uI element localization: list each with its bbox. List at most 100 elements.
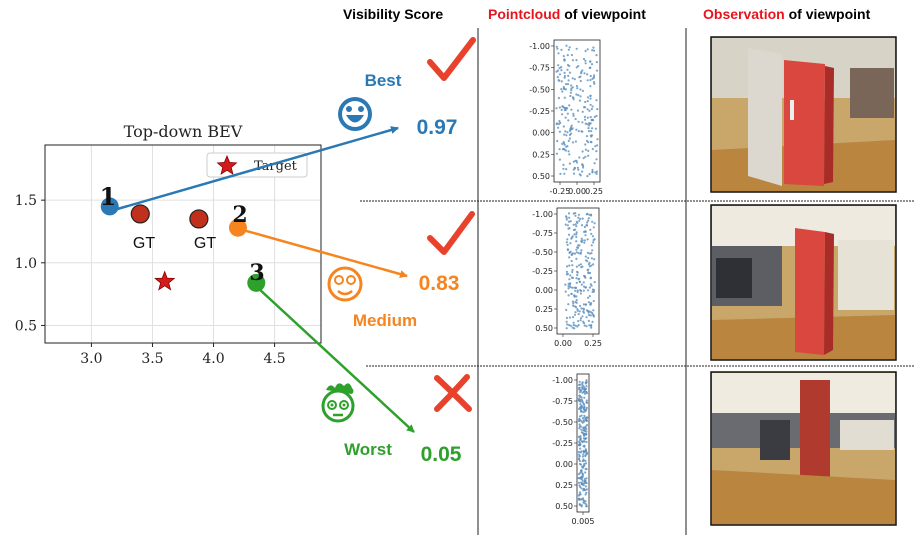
pointcloud-dot — [579, 419, 581, 421]
pointcloud-dot — [579, 423, 581, 425]
pointcloud-dot — [579, 95, 581, 97]
bev-tick-label-x: 4.5 — [263, 351, 285, 367]
pointcloud-dot — [589, 79, 591, 81]
pointcloud-dot — [569, 46, 571, 48]
pointcloud-dot — [579, 384, 581, 386]
pointcloud-dot — [594, 162, 596, 164]
pointcloud-dot — [572, 235, 574, 237]
pointcloud-dot — [593, 74, 595, 76]
pointcloud-dot — [564, 97, 566, 99]
pointcloud-dot — [587, 297, 589, 299]
pointcloud-dot — [591, 249, 593, 251]
pointcloud-dot — [574, 167, 576, 169]
pointcloud-dot — [585, 480, 587, 482]
pointcloud-dot — [582, 321, 584, 323]
pointcloud-dot — [584, 116, 586, 118]
pointcloud-dot — [581, 224, 583, 226]
pointcloud-dot — [562, 106, 564, 108]
pointcloud-dot — [578, 444, 580, 446]
pointcloud-dot — [583, 488, 585, 490]
pointcloud-dot — [568, 153, 570, 155]
pointcloud-dot — [587, 220, 589, 222]
pointcloud-dot — [583, 391, 585, 393]
pointcloud-dot — [587, 117, 589, 119]
pointcloud-dot — [575, 236, 577, 238]
pointcloud-dot — [579, 100, 581, 102]
pointcloud-dot — [581, 415, 583, 417]
pointcloud-dot — [559, 159, 561, 161]
pointcloud-dot — [585, 441, 587, 443]
pointcloud-dot — [575, 93, 577, 95]
pointcloud-dot — [567, 54, 569, 56]
pointcloud-dot — [580, 130, 582, 132]
bev-tick-label-y: 0.5 — [15, 318, 37, 334]
pointcloud-dot — [555, 107, 557, 109]
pointcloud-dot — [576, 266, 578, 268]
pointcloud-dot — [587, 271, 589, 273]
pointcloud-dot — [557, 70, 559, 72]
pointcloud-dot — [568, 227, 570, 229]
pointcloud-dot — [557, 52, 559, 54]
pointcloud-tick-label-y: -0.75 — [552, 397, 573, 406]
pointcloud-dot — [593, 300, 595, 302]
pointcloud-dot — [594, 222, 596, 224]
pointcloud-dot — [559, 73, 561, 75]
pointcloud-dot — [569, 163, 571, 165]
pointcloud-dot — [558, 97, 560, 99]
pointcloud-dot — [570, 89, 572, 91]
pointcloud-dot — [583, 404, 585, 406]
pointcloud-dot — [560, 88, 562, 90]
pointcloud-dot — [574, 314, 576, 316]
pointcloud-dot — [565, 88, 567, 90]
pointcloud-dot — [582, 388, 584, 390]
pointcloud-tick-label-y: 0.25 — [532, 150, 550, 159]
pointcloud-dot — [557, 64, 559, 66]
pointcloud-tick-label-y: 0.50 — [532, 172, 550, 181]
pointcloud-dot — [578, 473, 580, 475]
pointcloud-dot — [592, 309, 594, 311]
neutral-face-icon — [329, 268, 361, 300]
pointcloud-dot — [592, 171, 594, 173]
pointcloud-dot — [561, 143, 563, 145]
pointcloud-dot — [584, 60, 586, 62]
pointcloud-dot — [573, 295, 575, 297]
pointcloud-dot — [583, 312, 585, 314]
pointcloud-dot — [579, 460, 581, 462]
pointcloud-dot — [580, 476, 582, 478]
pointcloud-dot — [584, 143, 586, 145]
pointcloud-dot — [574, 215, 576, 217]
pointcloud-dot — [591, 108, 593, 110]
pointcloud-dot — [576, 246, 578, 248]
pointcloud-dot — [591, 221, 593, 223]
pointcloud-dot — [561, 113, 563, 115]
pointcloud-panel-best: -1.00-0.75-0.50-0.250.000.250.50-0.250.0… — [529, 40, 603, 196]
pointcloud-dot — [574, 212, 576, 214]
pointcloud-dot — [556, 140, 558, 142]
rating-best: Best — [365, 71, 402, 90]
score-best: 0.97 — [417, 116, 458, 139]
pointcloud-dot — [574, 290, 576, 292]
pointcloud-dot — [592, 105, 594, 107]
pointcloud-dot — [593, 226, 595, 228]
pointcloud-dot — [587, 238, 589, 240]
pointcloud-tick-label-y: -1.00 — [529, 42, 550, 51]
pointcloud-dot — [586, 420, 588, 422]
pointcloud-dot — [590, 233, 592, 235]
pointcloud-dot — [586, 221, 588, 223]
pointcloud-dot — [596, 144, 598, 146]
pointcloud-dot — [563, 55, 565, 57]
pointcloud-dot — [580, 390, 582, 392]
pointcloud-dot — [567, 244, 569, 246]
rank-number-3: 3 — [249, 260, 264, 286]
pointcloud-dot — [583, 408, 585, 410]
pointcloud-dot — [569, 282, 571, 284]
pointcloud-dot — [564, 284, 566, 286]
pointcloud-dot — [573, 173, 575, 175]
pointcloud-dot — [584, 119, 586, 121]
pointcloud-dot — [589, 286, 591, 288]
pointcloud-tick-label-y: -0.50 — [552, 418, 573, 427]
pointcloud-dot — [580, 174, 582, 176]
pointcloud-dot — [574, 253, 576, 255]
pointcloud-dot — [570, 325, 572, 327]
pointcloud-dot — [588, 130, 590, 132]
